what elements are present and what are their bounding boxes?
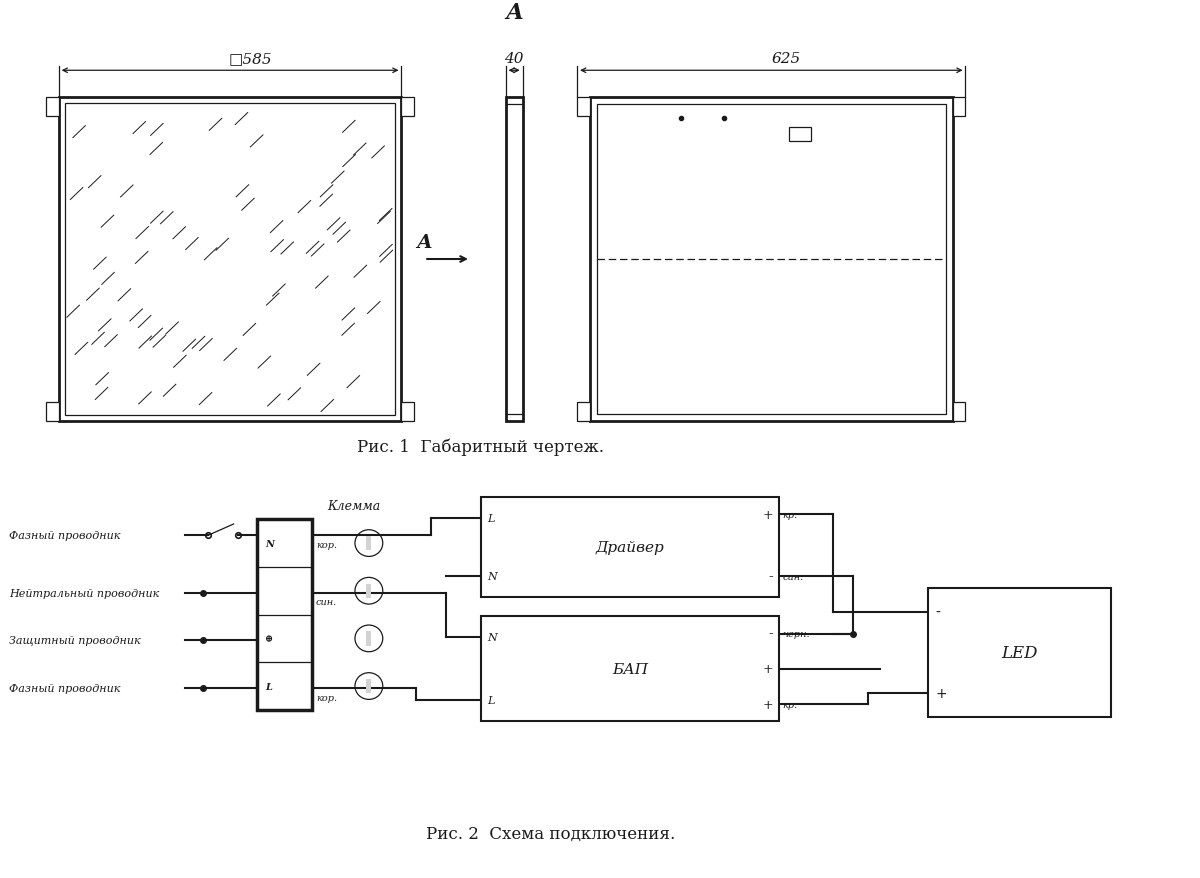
Text: 625: 625 <box>772 53 800 67</box>
Bar <box>953 97 966 117</box>
Text: □585: □585 <box>228 53 271 67</box>
Text: +: + <box>936 686 947 700</box>
Bar <box>65 104 396 416</box>
Text: -: - <box>936 605 941 619</box>
Text: N: N <box>265 539 275 548</box>
Text: -: - <box>768 627 773 641</box>
Text: LED: LED <box>1001 644 1038 661</box>
Text: +: + <box>762 508 773 522</box>
Text: -: - <box>768 570 773 584</box>
Bar <box>59 97 401 421</box>
Bar <box>366 536 371 551</box>
Bar <box>46 402 59 421</box>
Text: Драйвер: Драйвер <box>595 541 664 555</box>
Text: син.: син. <box>316 598 337 607</box>
Text: Фазный проводник: Фазный проводник <box>10 683 120 693</box>
Text: син.: син. <box>782 572 804 581</box>
Text: кр.: кр. <box>782 700 798 709</box>
Text: Клемма: Клемма <box>328 499 380 512</box>
Bar <box>481 498 779 598</box>
Text: Фазный проводник: Фазный проводник <box>10 531 120 541</box>
Text: А: А <box>505 2 523 24</box>
Text: 40: 40 <box>504 52 524 66</box>
Text: L: L <box>265 682 272 691</box>
Text: Нейтральный проводник: Нейтральный проводник <box>10 588 160 598</box>
Bar <box>366 679 371 694</box>
Bar <box>590 97 953 421</box>
Text: кр.: кр. <box>782 510 798 520</box>
Text: Рис. 2  Схема подключения.: Рис. 2 Схема подключения. <box>426 825 674 842</box>
Bar <box>401 402 414 421</box>
Bar <box>505 97 522 421</box>
Bar <box>46 97 59 117</box>
Text: Рис. 1  Габаритный чертеж.: Рис. 1 Габаритный чертеж. <box>358 438 605 455</box>
Bar <box>577 97 590 117</box>
Bar <box>366 584 371 598</box>
Text: L: L <box>487 695 494 706</box>
Bar <box>577 402 590 421</box>
Text: +: + <box>762 663 773 675</box>
Text: кор.: кор. <box>316 693 337 702</box>
Text: Защитный проводник: Защитный проводник <box>10 636 140 645</box>
Text: А: А <box>416 234 432 252</box>
Bar <box>481 616 779 722</box>
Text: +: + <box>762 698 773 711</box>
Text: L: L <box>487 514 494 523</box>
Text: БАП: БАП <box>612 662 648 676</box>
Bar <box>401 97 414 117</box>
Text: N: N <box>487 572 497 582</box>
Bar <box>257 520 312 710</box>
Bar <box>928 588 1111 716</box>
Text: черн.: черн. <box>782 630 810 638</box>
Bar <box>366 631 371 646</box>
Text: кор.: кор. <box>316 541 337 550</box>
Bar <box>953 402 966 421</box>
Text: ⊕: ⊕ <box>265 634 274 644</box>
Text: N: N <box>487 633 497 643</box>
Bar <box>790 128 811 141</box>
Bar <box>598 104 946 415</box>
